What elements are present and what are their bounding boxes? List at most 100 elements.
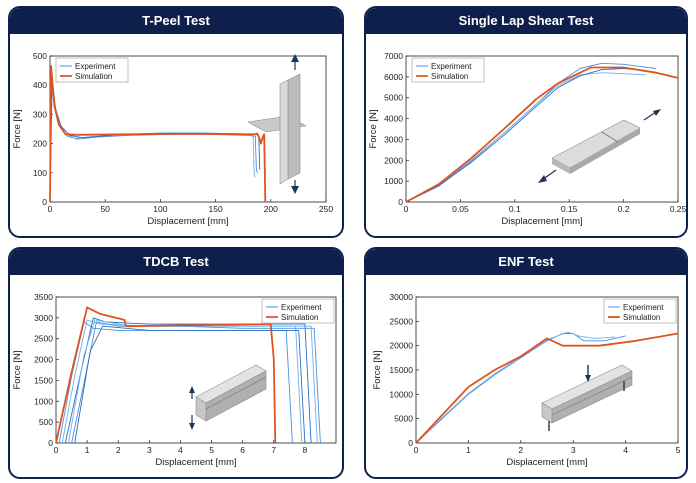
y-axis-label: Force [N] xyxy=(12,350,23,389)
y-tick-label: 5000 xyxy=(384,93,403,103)
legend-box xyxy=(603,298,677,324)
panel-title: TDCB Test xyxy=(10,249,342,275)
panel-title: ENF Test xyxy=(366,249,686,275)
legend-entry: Simulation xyxy=(623,313,660,322)
tdcb-panel: TDCB Test 0 1 2 3 4 5 6 7 8 0 500 1000 1500 2000 2500 3… xyxy=(8,247,344,479)
x-tick-label: 0 xyxy=(404,204,409,214)
y-tick-label: 20000 xyxy=(389,341,413,351)
series-line xyxy=(49,78,261,203)
series-line xyxy=(415,332,679,444)
y-tick-label: 1000 xyxy=(384,176,403,186)
x-tick-label: 1 xyxy=(466,445,471,455)
y-tick-label: 200 xyxy=(33,139,47,149)
x-axis-label: Displacement [mm] xyxy=(147,216,228,227)
y-tick-label: 1500 xyxy=(34,375,53,385)
x-tick-label: 8 xyxy=(303,445,308,455)
tpeel-panel: T-Peel Test 0 50 100 150 200 250 0 100 200 300 400… xyxy=(8,6,344,238)
specimen-diagram xyxy=(538,109,661,183)
x-tick-label: 0.15 xyxy=(561,204,578,214)
legend-entry: Simulation xyxy=(431,72,468,81)
x-tick-label: 0 xyxy=(414,445,419,455)
x-tick-label: 0 xyxy=(54,445,59,455)
series-line xyxy=(415,333,626,444)
y-tick-label: 30000 xyxy=(389,292,413,302)
x-tick-label: 0.2 xyxy=(618,204,630,214)
tpeel-chart: 0 50 100 150 200 250 0 100 200 300 400 500 Displacem… xyxy=(12,51,333,227)
y-axis-label: Force [N] xyxy=(368,109,379,148)
series-line xyxy=(71,321,321,444)
y-tick-label: 6000 xyxy=(384,72,403,82)
tdcb-chart: 0 1 2 3 4 5 6 7 8 0 500 1000 1500 2000 2500 3000 3500 Dis… xyxy=(12,292,337,468)
x-tick-label: 3 xyxy=(571,445,576,455)
x-tick-label: 250 xyxy=(319,204,333,214)
series-line xyxy=(405,68,646,203)
x-tick-label: 5 xyxy=(676,445,681,455)
panel-title: T-Peel Test xyxy=(10,8,342,34)
y-tick-label: 3500 xyxy=(34,292,53,302)
x-tick-label: 2 xyxy=(518,445,523,455)
y-tick-label: 2000 xyxy=(384,155,403,165)
legend-entry: Experiment xyxy=(431,62,472,71)
x-tick-label: 0.05 xyxy=(452,204,469,214)
x-tick-label: 0 xyxy=(48,204,53,214)
y-tick-label: 0 xyxy=(408,438,413,448)
y-axis-label: Force [N] xyxy=(12,109,23,148)
enf-chart: 0 1 2 3 4 5 0 5000 10000 15000 20000 25000 30000 Disp… xyxy=(372,292,681,468)
y-tick-label: 25000 xyxy=(389,316,413,326)
y-tick-label: 100 xyxy=(33,168,47,178)
y-tick-label: 2500 xyxy=(34,334,53,344)
y-tick-label: 400 xyxy=(33,80,47,90)
y-tick-label: 7000 xyxy=(384,51,403,61)
specimen-diagram xyxy=(247,54,307,194)
specimen-diagram xyxy=(189,364,267,430)
legend-box xyxy=(411,57,485,83)
x-axis-label: Displacement [mm] xyxy=(155,457,236,468)
y-tick-label: 1000 xyxy=(34,396,53,406)
legend-box xyxy=(261,298,335,324)
legend-entry: Experiment xyxy=(281,303,322,312)
y-tick-label: 15000 xyxy=(389,365,413,375)
legend-entry: Experiment xyxy=(75,62,116,71)
x-tick-label: 200 xyxy=(264,204,278,214)
y-tick-label: 500 xyxy=(39,417,53,427)
x-tick-label: 2 xyxy=(116,445,121,455)
x-tick-label: 0.25 xyxy=(670,204,687,214)
series-line xyxy=(49,65,267,203)
x-axis-label: Displacement [mm] xyxy=(501,216,582,227)
lap-shear-chart: 0 0.05 0.1 0.15 0.2 0.25 0 1000 2000 3000 4000 5000… xyxy=(368,51,687,227)
y-tick-label: 0 xyxy=(48,438,53,448)
y-axis-label: Force [N] xyxy=(372,350,383,389)
series-line xyxy=(405,62,657,203)
y-tick-label: 2000 xyxy=(34,355,53,365)
y-tick-label: 0 xyxy=(398,197,403,207)
x-tick-label: 7 xyxy=(271,445,276,455)
x-tick-label: 150 xyxy=(209,204,223,214)
y-tick-label: 3000 xyxy=(384,134,403,144)
series-line xyxy=(55,306,277,444)
legend-entry: Experiment xyxy=(623,303,664,312)
enf-panel: ENF Test 0 1 2 3 4 5 0 5000 10000 15000 20000 25000… xyxy=(364,247,688,479)
series-line xyxy=(405,66,679,203)
y-tick-label: 4000 xyxy=(384,114,403,124)
x-tick-label: 50 xyxy=(100,204,110,214)
x-tick-label: 4 xyxy=(178,445,183,455)
y-tick-label: 500 xyxy=(33,51,47,61)
x-tick-label: 4 xyxy=(623,445,628,455)
legend-entry: Simulation xyxy=(75,72,112,81)
y-tick-label: 3000 xyxy=(34,313,53,323)
legend-box xyxy=(55,57,129,83)
lap-shear-panel: Single Lap Shear Test 0 0.05 0.1 0.15 0.2 0.2… xyxy=(364,6,688,238)
panel-title: Single Lap Shear Test xyxy=(366,8,686,34)
x-tick-label: 100 xyxy=(153,204,167,214)
legend-entry: Simulation xyxy=(281,313,318,322)
x-tick-label: 3 xyxy=(147,445,152,455)
x-tick-label: 5 xyxy=(209,445,214,455)
x-tick-label: 1 xyxy=(85,445,90,455)
y-tick-label: 0 xyxy=(42,197,47,207)
y-tick-label: 5000 xyxy=(394,414,413,424)
y-tick-label: 10000 xyxy=(389,389,413,399)
x-tick-label: 0.1 xyxy=(509,204,521,214)
x-tick-label: 6 xyxy=(240,445,245,455)
plot-area xyxy=(55,296,337,444)
series-line xyxy=(74,325,306,444)
